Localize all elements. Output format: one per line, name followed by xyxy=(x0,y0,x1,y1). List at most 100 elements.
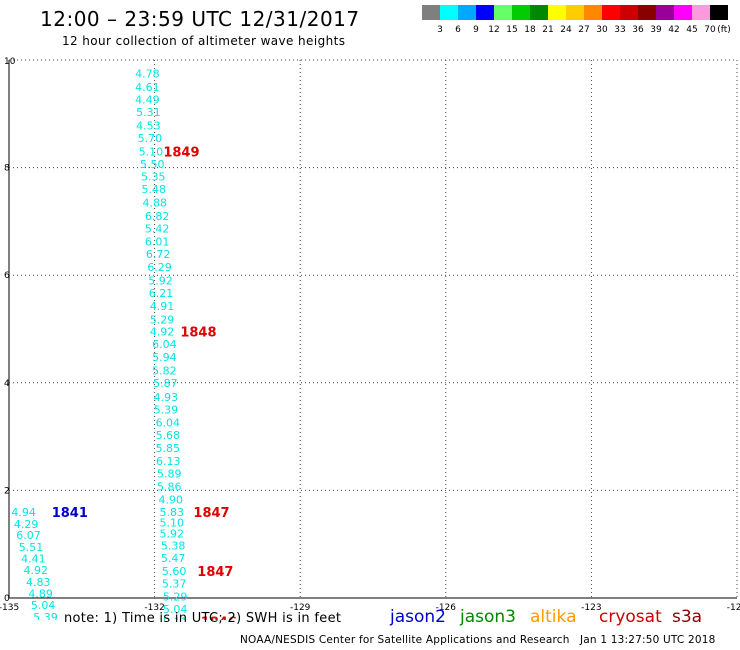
colorbar-swatch xyxy=(458,5,476,20)
colorbar-swatch xyxy=(584,5,602,20)
colorbar-swatch xyxy=(494,5,512,20)
wave-height-value: 5.38 xyxy=(161,539,186,552)
wave-height-value: 5.39 xyxy=(154,404,179,417)
colorbar-swatch xyxy=(440,5,458,20)
x-tick-label: -126 xyxy=(436,603,457,613)
colorbar-swatch xyxy=(422,5,440,20)
wave-height-value: 5.86 xyxy=(157,481,182,494)
wave-height-value: 6.82 xyxy=(145,210,170,223)
pass-number: 1847 xyxy=(193,506,229,521)
colorbar-label: 42 xyxy=(668,25,679,35)
colorbar-label: 21 xyxy=(542,25,553,35)
colorbar-label: 39 xyxy=(650,25,662,35)
wave-height-value: 5.70 xyxy=(138,132,163,145)
wave-height-value: 5.31 xyxy=(136,106,161,119)
wave-height-value: 5.04 xyxy=(163,603,188,616)
wave-height-value: 5.94 xyxy=(152,351,177,364)
wave-height-plot: 0246810-135-132-129-126-123-1204.784.614… xyxy=(0,57,740,620)
satellite-legend-jason2: jason2 xyxy=(390,607,446,627)
pass-number: 1846 xyxy=(201,616,237,620)
colorbar-swatch xyxy=(548,5,566,20)
wave-height-value: 5.85 xyxy=(156,442,181,455)
chart-subtitle: 12 hour collection of altimeter wave hei… xyxy=(62,34,346,48)
pass-number: 1841 xyxy=(52,506,88,521)
generated-timestamp: Jan 1 13:27:50 UTC 2018 xyxy=(580,634,716,646)
wave-height-value: 5.50 xyxy=(140,158,165,171)
colorbar-swatch xyxy=(530,5,548,20)
wave-height-value: 4.41 xyxy=(21,553,45,566)
colorbar-label: 70 xyxy=(704,25,716,35)
colorbar-label: 18 xyxy=(524,25,536,35)
wave-height-value: 4.92 xyxy=(150,326,175,339)
satellite-legend-jason3: jason3 xyxy=(460,607,516,627)
wave-height-value: 6.13 xyxy=(156,455,181,468)
wave-height-value: 5.47 xyxy=(161,552,186,565)
wave-height-value: 6.04 xyxy=(152,338,177,351)
wave-height-value: 5.10 xyxy=(159,517,184,530)
colorbar-swatch xyxy=(710,5,728,20)
colorbar-label: 27 xyxy=(578,25,589,35)
colorbar-label: 12 xyxy=(488,25,499,35)
colorbar-swatch xyxy=(476,5,494,20)
colorbar-swatch xyxy=(602,5,620,20)
pass-number: 1848 xyxy=(180,326,216,341)
wave-height-value: 4.88 xyxy=(142,197,167,210)
wave-height-value: 4.93 xyxy=(154,391,179,404)
colorbar-label: 45 xyxy=(686,25,697,35)
wave-height-value: 4.90 xyxy=(158,494,183,507)
wave-height-value: 6.07 xyxy=(16,529,40,542)
wave-height-value: 5.92 xyxy=(159,527,184,540)
wave-height-value: 4.89 xyxy=(28,588,53,601)
wave-height-value: 6.29 xyxy=(147,261,172,274)
wave-height-value: 4.91 xyxy=(150,300,175,313)
x-tick-label: -132 xyxy=(144,603,164,613)
x-tick-label: -129 xyxy=(290,603,311,613)
wave-height-value: 4.78 xyxy=(135,67,160,80)
wave-height-value: 4.53 xyxy=(136,120,161,133)
satellite-legend-altika: altika xyxy=(530,607,577,627)
colorbar-label: 9 xyxy=(473,25,479,35)
wave-height-value: 5.60 xyxy=(162,565,187,578)
wave-height-value: 4.83 xyxy=(26,576,50,589)
wave-height-value: 5.83 xyxy=(159,506,184,519)
wave-height-value: 6.72 xyxy=(146,248,171,261)
wave-height-value: 5.35 xyxy=(141,171,166,184)
pass-number: 1847 xyxy=(197,565,233,580)
colorbar-label: 6 xyxy=(455,25,461,35)
colorbar-label: 36 xyxy=(632,25,644,35)
x-tick-label: -135 xyxy=(0,603,19,613)
wave-height-value: 5.37 xyxy=(162,577,187,590)
colorbar-label: (ft) xyxy=(717,25,731,35)
wave-height-value: 4.29 xyxy=(14,518,39,531)
colorbar-swatch xyxy=(692,5,710,20)
chart-title: 12:00 – 23:59 UTC 12/31/2017 xyxy=(40,7,360,31)
wave-height-value: 5.39 xyxy=(33,611,58,620)
colorbar-label: 15 xyxy=(506,25,517,35)
x-tick-label: -123 xyxy=(581,603,601,613)
wave-height-value: 5.04 xyxy=(31,599,56,612)
footer-note: note: 1) Time is in UTC; 2) SWH is in fe… xyxy=(64,611,342,626)
y-tick-label: 6 xyxy=(4,271,10,281)
wave-height-value: 4.49 xyxy=(135,93,160,106)
wave-height-value: 4.61 xyxy=(135,81,160,94)
wave-height-value: 4.92 xyxy=(24,564,48,577)
y-tick-label: 8 xyxy=(4,164,10,174)
satellite-legend-s3a: s3a xyxy=(672,607,703,627)
x-tick-label: -120 xyxy=(727,603,740,613)
wave-height-value: 6.21 xyxy=(149,287,174,300)
wave-height-value: 5.82 xyxy=(152,364,177,377)
wave-height-value: 6.04 xyxy=(156,417,181,430)
y-tick-label: 0 xyxy=(4,594,10,604)
wave-height-value: 5.51 xyxy=(19,541,43,554)
y-tick-label: 10 xyxy=(4,57,16,67)
colorbar-swatch xyxy=(638,5,656,20)
wave-height-value: 5.89 xyxy=(157,468,182,481)
wave-height-value: 5.92 xyxy=(148,275,173,288)
pass-number: 1849 xyxy=(163,145,199,160)
y-tick-label: 2 xyxy=(4,486,10,496)
colorbar-swatch xyxy=(656,5,674,20)
wave-height-value: 5.48 xyxy=(141,183,166,196)
credit-line: NOAA/NESDIS Center for Satellite Applica… xyxy=(240,634,570,646)
colorbar-label: 24 xyxy=(560,25,572,35)
colorbar-swatch xyxy=(674,5,692,20)
